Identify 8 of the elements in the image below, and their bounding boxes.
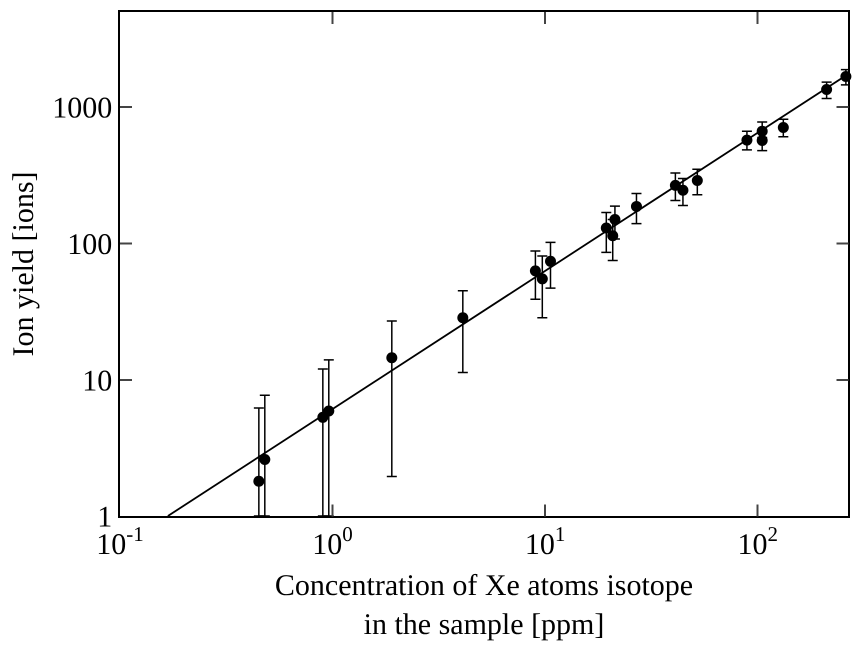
y-tick-label: 1000 bbox=[52, 92, 112, 125]
x-tick-label: 10$^{2}$ bbox=[737, 522, 778, 561]
y-tick-label: 10 bbox=[82, 364, 112, 398]
y-tick-label: 100 bbox=[67, 228, 112, 261]
x-tick-label: 10$^{0}$ bbox=[312, 522, 353, 561]
x-axis-title: Concentration of Xe atoms isotope in the sample [ppm] bbox=[274, 568, 694, 641]
x-tick-label: 10$^{1}$ bbox=[524, 522, 566, 561]
y-axis-title: Ion yield [ions] bbox=[6, 172, 40, 356]
